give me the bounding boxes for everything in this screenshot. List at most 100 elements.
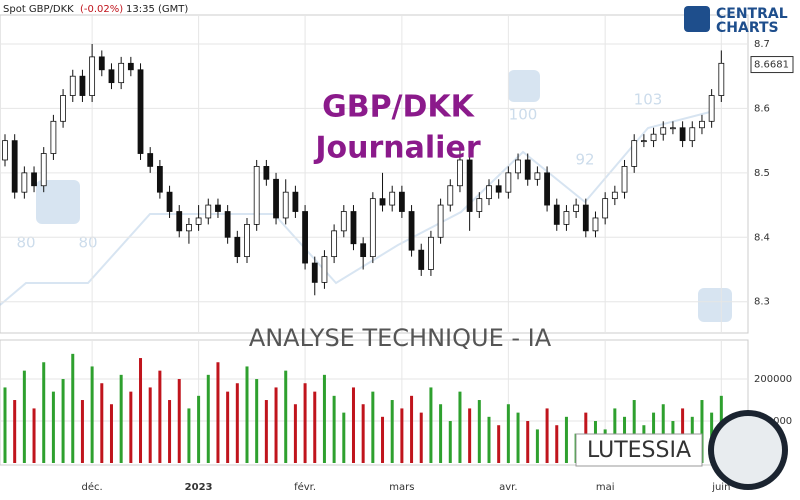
watermark-icon: [36, 180, 80, 224]
candle-body: [379, 198, 386, 206]
volume-bar: [168, 400, 172, 463]
candle-body: [2, 140, 8, 161]
candle-body: [650, 133, 657, 142]
candle-body: [418, 249, 425, 270]
overlay-title: GBP/DKK: [322, 90, 476, 125]
volume-bar: [61, 379, 65, 463]
candle-body: [234, 236, 241, 258]
candle-body: [340, 211, 347, 232]
candle-body: [176, 211, 183, 232]
candle-body: [186, 224, 192, 232]
candle-body: [69, 75, 76, 96]
volume-bar: [284, 370, 288, 463]
x-tick-label: févr.: [294, 481, 316, 493]
candle-body: [689, 127, 696, 142]
volume-bar: [22, 370, 26, 463]
candle-body: [524, 159, 531, 180]
x-tick-label: juin: [711, 482, 730, 493]
candle-body: [611, 191, 618, 200]
candle-body: [127, 62, 134, 71]
volume-bar: [235, 383, 239, 463]
candle-body: [486, 185, 492, 200]
candle-body: [108, 69, 115, 84]
volume-bar: [51, 391, 55, 463]
volume-bar: [139, 358, 143, 463]
volume-bar: [448, 421, 452, 463]
volume-bar: [80, 400, 84, 463]
candle-body: [137, 69, 144, 154]
candle-body: [592, 217, 599, 232]
watermark: 80 80 100 92 103: [0, 70, 732, 322]
volume-bar: [148, 387, 152, 463]
candle-body: [156, 166, 163, 193]
volume-bar: [293, 404, 297, 463]
volume-bar: [71, 353, 75, 463]
candle-body: [244, 224, 250, 258]
candle-body: [553, 204, 560, 225]
symbol: Spot GBP/DKK: [3, 4, 74, 15]
candle-body: [369, 198, 376, 258]
candle-body: [292, 191, 299, 212]
y-tick-label: 8.4: [754, 232, 770, 243]
candle-body: [311, 262, 318, 283]
y-tick-label: 8.6: [754, 103, 770, 114]
volume-bar: [255, 379, 259, 463]
watermark-label: 103: [634, 91, 663, 109]
banner: ANALYSE TECHNIQUE - IA: [249, 324, 552, 352]
volume-bar: [700, 400, 704, 463]
candle-body: [640, 140, 647, 143]
watermark-label: 80: [16, 234, 35, 252]
y-tick-label: 8.3: [754, 297, 770, 308]
volume-bar: [226, 391, 230, 463]
volume-bar: [274, 387, 278, 463]
x-tick-label: déc.: [82, 481, 103, 493]
volume-bar: [429, 387, 433, 463]
volume-bar: [322, 374, 326, 463]
volume-bar: [555, 425, 559, 463]
candle-body: [573, 204, 580, 212]
volume-bar: [361, 404, 365, 463]
volume-bar: [303, 383, 307, 463]
candle-body: [602, 198, 609, 219]
y-tick-label: 200000: [754, 374, 792, 385]
volume-bar: [410, 395, 414, 463]
candle-body: [679, 127, 686, 142]
candle-body: [147, 153, 154, 167]
candle-body: [350, 211, 357, 245]
candle-body: [331, 230, 338, 258]
time: 13:35 (GMT): [126, 4, 188, 15]
change: (-0.02%): [80, 4, 123, 15]
candle-body: [224, 211, 231, 238]
volume-bar: [129, 391, 133, 463]
volume-bar: [390, 400, 394, 463]
candle-body: [544, 172, 550, 206]
candle-body: [437, 204, 444, 238]
marks: déc. 2023 févr. mars avr. mai juin 8.3 8.4 8.5 8.6…: [0, 15, 794, 493]
candle-body: [718, 62, 725, 96]
overlay-subtitle: Journalier: [313, 131, 480, 166]
watermark-icon: [508, 70, 540, 102]
candle-body: [466, 159, 473, 212]
volume-bar: [245, 366, 249, 463]
candle-body: [40, 153, 47, 187]
volume-bar: [42, 362, 46, 463]
candle-body: [205, 204, 212, 219]
candle-body: [505, 172, 512, 193]
volume-bar: [158, 370, 162, 463]
candle-body: [98, 56, 105, 71]
volume-bar: [506, 404, 510, 463]
volume-bar: [206, 374, 210, 463]
volume-bar: [351, 387, 355, 463]
volume-bar: [177, 379, 181, 463]
volume-bar: [90, 366, 94, 463]
candle-body: [699, 120, 705, 129]
volume-bar: [564, 416, 568, 463]
volume-bar: [187, 408, 191, 463]
candle-body: [398, 191, 405, 212]
x-tick-label: 2023: [185, 482, 213, 493]
candle-body: [495, 185, 502, 193]
volume-bar: [535, 429, 539, 463]
candle-body: [321, 256, 328, 283]
last-price-box: [750, 56, 794, 74]
